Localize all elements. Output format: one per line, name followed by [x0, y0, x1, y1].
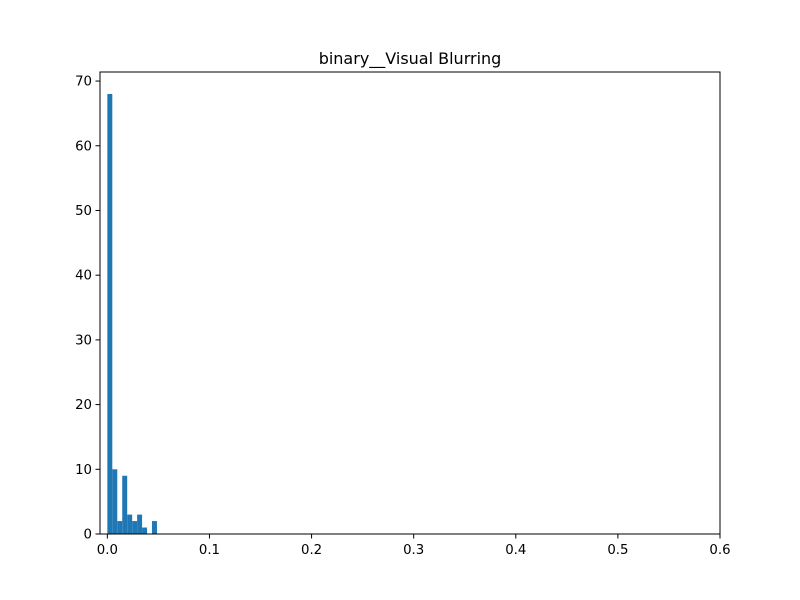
- y-tick-label: 30: [75, 333, 92, 348]
- y-tick-label: 20: [75, 398, 92, 413]
- histogram-bar: [152, 521, 157, 534]
- histogram-bar: [142, 527, 148, 534]
- x-tick-label: 0.5: [607, 543, 628, 558]
- x-tick-label: 0.6: [709, 543, 730, 558]
- histogram-bar: [137, 514, 143, 534]
- y-tick-label: 40: [75, 269, 92, 284]
- x-tick-label: 0.4: [505, 543, 526, 558]
- y-tick-label: 50: [75, 204, 92, 219]
- chart-title: binary__Visual Blurring: [319, 49, 502, 69]
- histogram-bar: [122, 475, 128, 534]
- histogram-bar: [132, 521, 138, 534]
- histogram-bar: [127, 514, 133, 534]
- y-tick-label: 0: [84, 528, 92, 543]
- x-tick-label: 0.1: [199, 543, 220, 558]
- y-tick-label: 10: [75, 463, 92, 478]
- plot-frame: [99, 71, 721, 535]
- histogram-bar: [107, 94, 113, 534]
- bars-layer: [107, 94, 157, 534]
- y-tick-label: 70: [75, 75, 92, 90]
- histogram-bar: [117, 521, 123, 534]
- x-tick-label: 0.0: [97, 543, 118, 558]
- x-tick-label: 0.3: [403, 543, 424, 558]
- histogram-bar: [112, 469, 118, 534]
- x-tick-label: 0.2: [301, 543, 322, 558]
- y-tick-label: 60: [75, 139, 92, 154]
- axes-layer: 0.0 0.1 0.2 0.3 0.4 0.5 0.6 0 10 20 30 40 50 60 70: [75, 71, 731, 558]
